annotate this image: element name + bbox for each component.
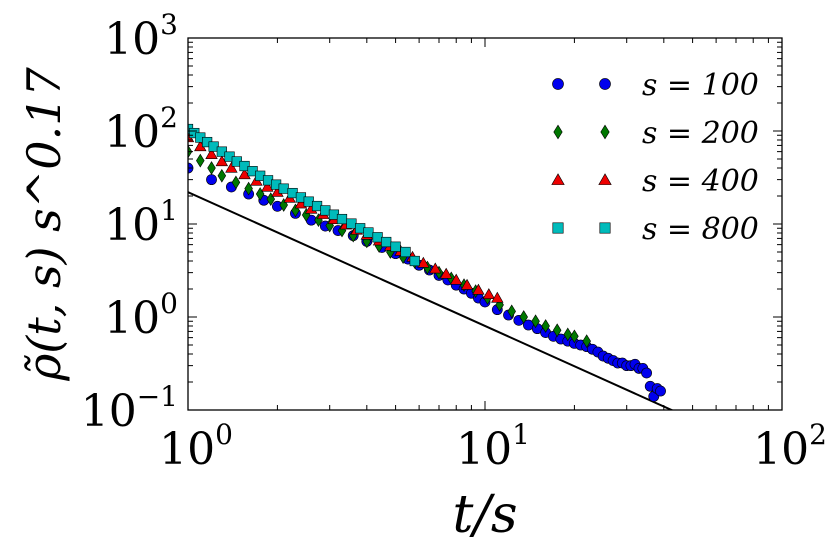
y-tick-label-3: 102 <box>104 101 178 158</box>
data-point-2-4 <box>225 161 238 173</box>
data-point-1-4 <box>231 175 241 190</box>
x-tick-label-0: 100 <box>159 418 233 475</box>
series-0 <box>188 162 666 402</box>
y-tick-label-1: 100 <box>104 287 178 344</box>
legend-marker-3-b <box>599 222 611 234</box>
data-point-2-22 <box>429 262 442 274</box>
legend: s = 100 s = 200 s = 400 s = 800 <box>551 68 759 247</box>
data-point-2-23 <box>439 267 453 279</box>
data-point-2-24 <box>450 273 463 285</box>
data-point-0-48 <box>641 367 652 379</box>
data-point-3-28 <box>409 255 420 267</box>
data-point-1-33 <box>570 329 579 344</box>
data-point-1-30 <box>541 319 550 333</box>
data-point-1-31 <box>552 323 562 338</box>
data-point-2-2 <box>205 148 218 159</box>
y-tick-label-0: 10−1 <box>81 380 178 437</box>
data-layer <box>188 123 674 410</box>
x-tick-label-1: 101 <box>456 418 530 475</box>
data-point-1-32 <box>563 327 573 342</box>
data-point-1-1 <box>196 153 205 168</box>
data-point-2-27 <box>482 288 496 299</box>
legend-label-1: s = 200 <box>642 116 759 151</box>
x-axis-label: t/s <box>452 485 517 545</box>
data-point-3-25 <box>381 236 392 248</box>
data-point-3-20 <box>336 213 348 225</box>
data-point-3-23 <box>363 227 374 238</box>
data-point-1-28 <box>519 310 528 324</box>
data-point-2-21 <box>417 256 430 268</box>
legend-marker-3-a <box>552 222 564 234</box>
data-point-1-3 <box>217 168 227 183</box>
data-point-3-18 <box>320 205 331 216</box>
data-point-1-29 <box>531 314 540 329</box>
legend-marker-1-a <box>553 124 563 140</box>
reference-line <box>188 191 674 410</box>
data-point-3-21 <box>346 218 357 229</box>
data-point-0-52 <box>655 385 666 397</box>
data-point-3-24 <box>372 232 383 243</box>
data-point-3-26 <box>390 241 401 252</box>
legend-label-2: s = 400 <box>642 164 759 199</box>
legend-marker-0-b <box>599 78 611 90</box>
series-3 <box>188 123 420 267</box>
y-axis-label: ρ̃(t, s) s^0.17 <box>17 67 71 382</box>
legend-marker-1-b <box>600 124 610 140</box>
data-point-0-1 <box>206 174 217 186</box>
data-point-3-8 <box>239 160 250 172</box>
data-point-3-27 <box>400 246 411 258</box>
data-point-3-13 <box>278 183 289 194</box>
data-point-2-7 <box>261 180 274 192</box>
y-tick-label-4: 103 <box>104 8 178 65</box>
data-point-1-34 <box>582 334 591 349</box>
data-point-2-26 <box>472 283 485 295</box>
legend-marker-2-b <box>598 173 612 185</box>
data-point-2-28 <box>491 291 504 303</box>
legend-label-0: s = 100 <box>642 68 759 103</box>
legend-label-3: s = 800 <box>642 212 759 247</box>
data-point-1-27 <box>507 304 516 319</box>
legend-marker-0-a <box>552 78 564 90</box>
data-point-2-25 <box>460 278 474 290</box>
data-point-2-5 <box>238 168 251 180</box>
y-tick-label-2: 101 <box>104 194 178 251</box>
legend-marker-2-a <box>551 173 565 185</box>
data-point-1-2 <box>207 161 216 175</box>
x-tick-label-2: 102 <box>753 418 827 475</box>
